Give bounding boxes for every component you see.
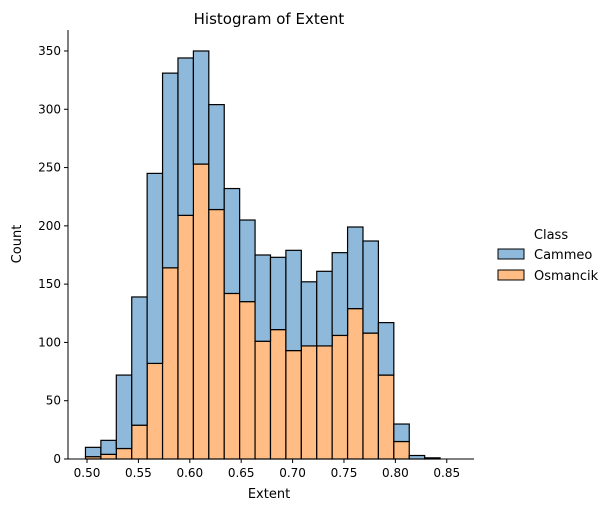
bar-osmancik-bin-2: [115, 447, 133, 460]
bar-osmancik-bin-13: [285, 349, 302, 460]
chart-title: Histogram of Extent: [194, 10, 345, 28]
legend-label-cammeo: Cammeo: [534, 248, 592, 263]
x-tick-label: 0.70: [279, 466, 306, 480]
bar-osmancik-bin-11: [254, 340, 272, 460]
bar-cammeo-bin-8: [208, 104, 225, 211]
bar-cammeo-bin-7: [192, 50, 210, 165]
bar-osmancik-bin-8: [208, 208, 225, 460]
histogram-bars: [84, 50, 441, 460]
bar-osmancik-bin-18: [362, 332, 380, 460]
bar-osmancik-bin-3: [131, 424, 148, 460]
bar-cammeo-bin-12: [269, 256, 287, 331]
x-tick-label: 0.85: [433, 466, 460, 480]
x-tick-label: 0.60: [176, 466, 203, 480]
bar-osmancik-bin-1: [100, 453, 117, 460]
x-tick-label: 0.55: [125, 466, 152, 480]
bar-osmancik-bin-15: [316, 345, 333, 460]
y-tick-label: 250: [38, 161, 61, 175]
bar-osmancik-bin-10: [239, 301, 256, 460]
x-axis-label: Extent: [248, 487, 290, 502]
bar-osmancik-bin-16: [331, 334, 349, 460]
bar-cammeo-bin-9: [223, 187, 241, 295]
y-tick-label: 300: [38, 102, 61, 116]
bar-osmancik-bin-9: [223, 292, 241, 460]
x-tick-label: 0.80: [382, 466, 409, 480]
bar-cammeo-bin-20: [393, 423, 410, 443]
bar-osmancik-bin-7: [192, 163, 210, 460]
y-tick-label: 100: [38, 335, 61, 349]
legend: Class Cammeo Osmancik: [497, 228, 599, 284]
bar-cammeo-bin-5: [161, 72, 179, 269]
bar-cammeo-bin-1: [100, 439, 117, 455]
y-tick-label: 0: [53, 452, 61, 466]
x-axis-ticks: 0.50 0.55 0.60 0.65 0.70 0.75 0.80 0.85: [74, 459, 460, 480]
bar-osmancik-bin-6: [177, 214, 194, 460]
bar-osmancik-bin-20: [393, 440, 410, 460]
bar-cammeo-bin-21: [408, 454, 426, 460]
bar-osmancik-bin-19: [377, 374, 395, 460]
bar-osmancik-bin-17: [346, 308, 364, 460]
bar-cammeo-bin-4: [146, 172, 164, 365]
y-axis-label: Count: [10, 225, 25, 264]
y-tick-label: 150: [38, 277, 61, 291]
y-tick-label: 350: [38, 44, 61, 58]
bar-cammeo-bin-0: [84, 446, 102, 458]
x-tick-label: 0.50: [74, 466, 101, 480]
legend-title: Class: [534, 228, 568, 243]
bar-cammeo-bin-17: [346, 226, 364, 310]
axes: [67, 30, 474, 460]
bar-cammeo-bin-14: [300, 281, 318, 347]
x-tick-label: 0.65: [228, 466, 255, 480]
bar-osmancik-bin-5: [161, 267, 179, 460]
bar-cammeo-bin-15: [316, 270, 333, 347]
bar-cammeo-bin-10: [239, 219, 256, 303]
bar-cammeo-bin-16: [331, 252, 349, 337]
y-tick-label: 200: [38, 219, 61, 233]
y-tick-label: 50: [46, 394, 61, 408]
bar-cammeo-bin-11: [254, 254, 272, 342]
bar-cammeo-bin-19: [377, 322, 395, 376]
bar-osmancik-bin-12: [269, 329, 287, 460]
bar-cammeo-bin-6: [177, 57, 194, 216]
bar-cammeo-bin-3: [131, 296, 148, 426]
legend-label-osmancik: Osmancik: [534, 269, 599, 284]
bar-cammeo-bin-18: [362, 240, 380, 334]
bar-osmancik-bin-4: [146, 362, 164, 460]
x-tick-label: 0.75: [331, 466, 358, 480]
bar-osmancik-bin-14: [300, 345, 318, 460]
bar-cammeo-bin-2: [115, 374, 133, 450]
legend-swatch-cammeo: [497, 248, 525, 260]
legend-swatch-osmancik: [497, 269, 525, 281]
bar-cammeo-bin-13: [285, 249, 302, 352]
y-axis-ticks: 0 50 100 150 200 250 300 350: [38, 44, 68, 466]
